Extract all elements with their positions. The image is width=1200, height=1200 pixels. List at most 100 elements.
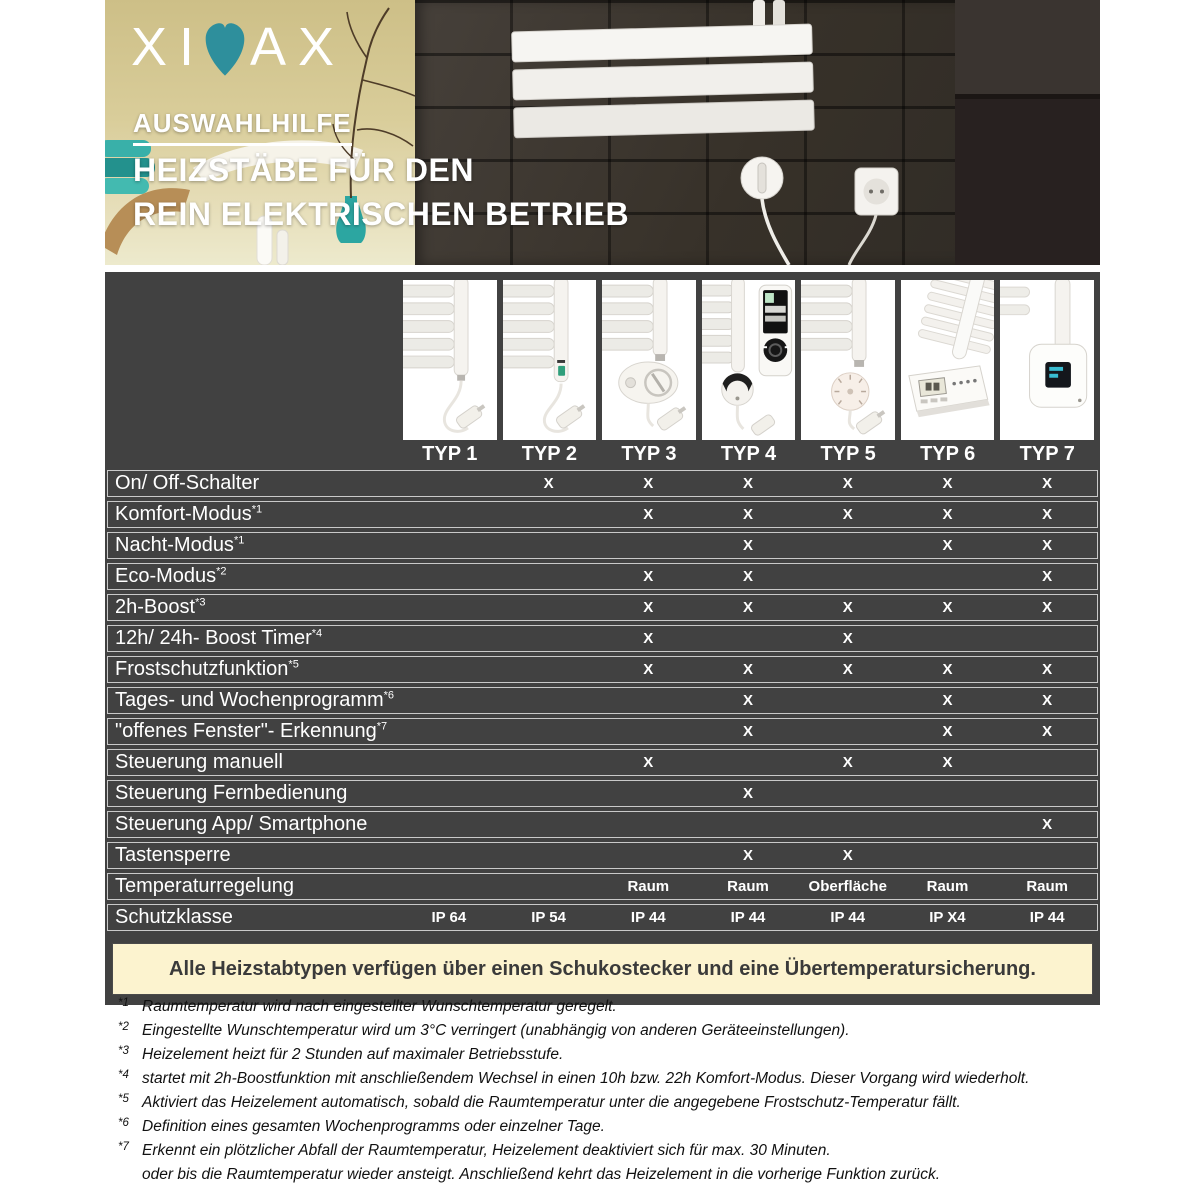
feature-value: X — [942, 661, 953, 678]
feature-value: X — [942, 599, 953, 616]
product-image-row — [105, 280, 1100, 440]
footnote: *4 startet mit 2h-Boostfunktion mit ansch… — [118, 1067, 1098, 1091]
feature-row: Steuerung Fernbedienung X — [107, 780, 1098, 807]
feature-value: X — [1042, 568, 1053, 585]
product-photo-typ-2 — [502, 280, 597, 440]
feature-value: Raum — [926, 878, 969, 895]
footnote-marker: *7 — [118, 1141, 129, 1153]
feature-value: X — [842, 754, 853, 771]
feature-label: Frostschutzfunktion*5 — [115, 658, 299, 680]
product-photo-typ-4 — [701, 280, 796, 440]
feature-label: Eco-Modus*2 — [115, 565, 227, 587]
feature-value: X — [743, 537, 754, 554]
feature-value: X — [743, 599, 754, 616]
footnote: *7 Erkennt ein plötzlicher Abfall der Rau… — [118, 1139, 1098, 1187]
ximax-logo: XI AX — [131, 20, 346, 78]
feature-value: X — [743, 506, 754, 523]
feature-value: X — [942, 723, 953, 740]
feature-value: X — [543, 475, 554, 492]
column-header-typ-3: TYP 3 — [621, 442, 677, 465]
feature-row: Schutzklasse IP 64 IP 54 IP 44 IP 44 IP 44 IP … — [107, 904, 1098, 931]
footnote-marker: *6 — [383, 689, 395, 702]
feature-row: Temperaturregelung Raum Raum Oberfläche Raum… — [107, 873, 1098, 900]
feature-value: X — [842, 661, 853, 678]
feature-value: X — [743, 692, 754, 709]
feature-value: X — [842, 599, 853, 616]
footnote-text: Raumtemperatur wird nach eingestellter W… — [142, 998, 617, 1015]
feature-value: X — [1042, 723, 1053, 740]
feature-value: X — [942, 506, 953, 523]
column-header-typ-7: TYP 7 — [1019, 442, 1075, 465]
feature-row: Tastensperre X X — [107, 842, 1098, 869]
radiator-panel — [511, 23, 815, 139]
feature-label: 12h/ 24h- Boost Timer*4 — [115, 627, 323, 649]
footnote-marker: *1 — [251, 503, 263, 516]
footnote-marker: *2 — [118, 1021, 129, 1033]
feature-value: X — [743, 475, 754, 492]
column-header-row: TYP 1 TYP 2 TYP 3 TYP 4 TYP 5 TYP 6 TYP … — [105, 440, 1100, 468]
feature-value: X — [743, 847, 754, 864]
feature-row: On/ Off-Schalter X X X X X X — [107, 470, 1098, 497]
feature-value: X — [643, 630, 654, 647]
ximax-m-icon — [205, 23, 245, 76]
footnote-marker: *3 — [118, 1045, 129, 1057]
footnote-text: oder bis die Raumtemperatur wieder anste… — [142, 1166, 941, 1183]
product-photo-typ-5 — [801, 280, 895, 440]
logo-text-ax: AX — [250, 17, 347, 77]
feature-label: Steuerung manuell — [115, 751, 283, 773]
feature-value: X — [1042, 475, 1053, 492]
feature-row: 2h-Boost*3 X X X X X — [107, 594, 1098, 621]
feature-value: X — [643, 599, 654, 616]
footnote-text: Definition eines gesamten Wochenprogramm… — [142, 1118, 605, 1135]
feature-value: X — [743, 785, 754, 802]
comparison-table: TYP 1 TYP 2 TYP 3 TYP 4 TYP 5 TYP 6 TYP … — [105, 272, 1100, 1005]
footnote-text: Aktiviert das Heizelement automatisch, s… — [142, 1094, 961, 1111]
footnote-marker: *1 — [233, 534, 245, 547]
feature-value: X — [643, 568, 654, 585]
feature-label: Schutzklasse — [115, 906, 233, 928]
feature-label: Komfort-Modus*1 — [115, 503, 263, 525]
feature-row: Eco-Modus*2 X X X — [107, 563, 1098, 590]
feature-row: Steuerung manuell X X X — [107, 749, 1098, 776]
hero-title-line2: REIN ELEKTRISCHEN BETRIEB — [133, 196, 630, 232]
feature-row: Steuerung App/ Smartphone X — [107, 811, 1098, 838]
footnote: *2 Eingestellte Wunschtemperatur wird um … — [118, 1019, 1098, 1043]
footnote-text: Erkennt ein plötzlicher Abfall der Raumt… — [142, 1142, 831, 1159]
feature-row: Tages- und Wochenprogramm*6 X X X — [107, 687, 1098, 714]
feature-value: X — [1042, 692, 1053, 709]
feature-label: 2h-Boost*3 — [115, 596, 206, 618]
product-photo-typ-1 — [403, 280, 497, 440]
footnote: *6 Definition eines gesamten Wochenprogra… — [118, 1115, 1098, 1139]
feature-value: Raum — [627, 878, 670, 895]
footnote-marker: *5 — [118, 1093, 129, 1105]
feature-value: IP 44 — [1029, 909, 1065, 926]
feature-value: X — [743, 568, 754, 585]
feature-value: Raum — [1026, 878, 1069, 895]
feature-value: X — [942, 537, 953, 554]
hero-banner: XI AX AUSWAHLHILFE HEIZSTÄBE FÜR DEN REI… — [105, 0, 1100, 265]
column-header-typ-2: TYP 2 — [521, 442, 577, 465]
feature-value: X — [842, 847, 853, 864]
feature-value: IP X4 — [929, 909, 966, 926]
feature-row: Komfort-Modus*1 X X X X X — [107, 501, 1098, 528]
logo-text-xi: XI — [131, 17, 207, 77]
feature-value: X — [842, 630, 853, 647]
feature-value: X — [942, 754, 953, 771]
footnote-text: Eingestellte Wunschtemperatur wird um 3°… — [142, 1022, 850, 1039]
feature-value: X — [1042, 661, 1053, 678]
footnote: *3 Heizelement heizt für 2 Stunden auf ma… — [118, 1043, 1098, 1067]
column-header-typ-5: TYP 5 — [820, 442, 876, 465]
feature-value: X — [1042, 537, 1053, 554]
feature-value: X — [1042, 816, 1053, 833]
feature-value: IP 44 — [830, 909, 866, 926]
feature-label: "offenes Fenster"- Erkennung*7 — [115, 720, 388, 742]
hero-title-line1: HEIZSTÄBE FÜR DEN — [133, 152, 474, 188]
footnote-marker: *7 — [376, 720, 388, 733]
feature-value: X — [643, 475, 654, 492]
feature-label: On/ Off-Schalter — [115, 472, 260, 494]
feature-rows: On/ Off-Schalter X X X X X X Komfort-Modus*1 X X X… — [105, 468, 1100, 937]
feature-label: Tages- und Wochenprogramm*6 — [115, 689, 395, 711]
footnotes: *1 Raumtemperatur wird nach eingestellter… — [118, 995, 1098, 1187]
product-photo-typ-6 — [900, 280, 995, 440]
